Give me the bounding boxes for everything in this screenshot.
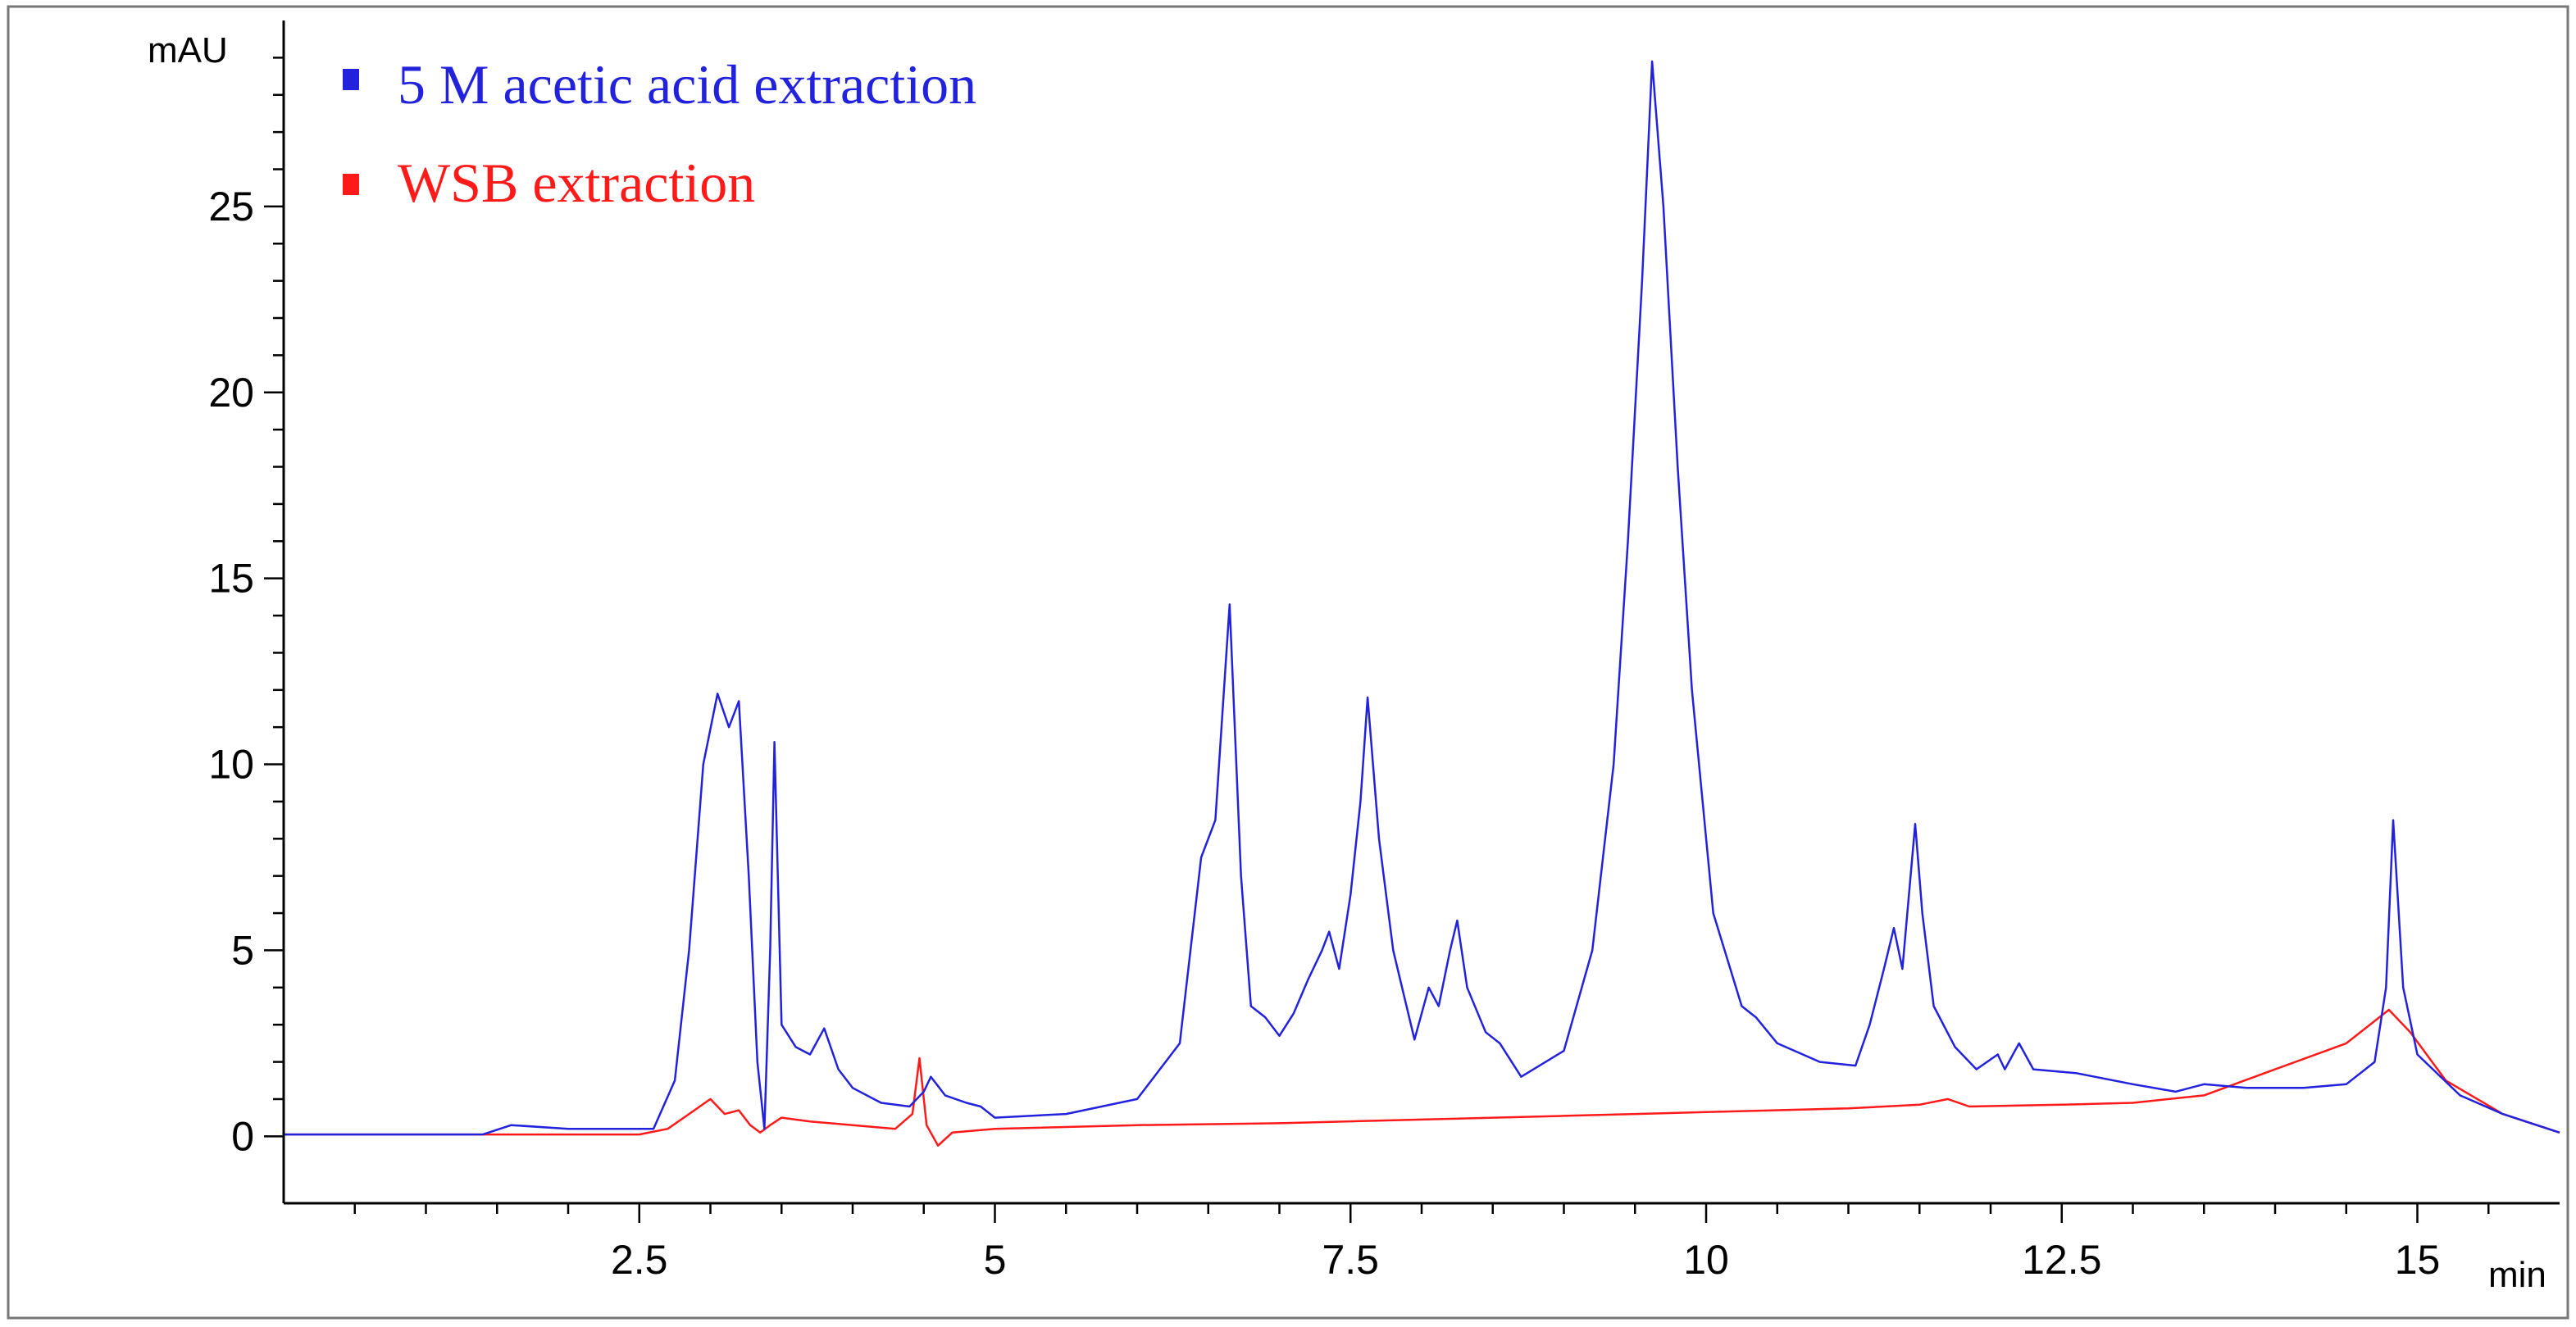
legend: 5 M acetic acid extraction WSB extractio… [343, 53, 976, 214]
series-line-acetic-acid [284, 60, 2560, 1136]
legend-label-wsb: WSB extraction [398, 152, 755, 214]
x-tick-label: 12.5 [2022, 1237, 2101, 1283]
x-axis-ticks: 2.5 5 7.5 10 12.5 15 [353, 1203, 2490, 1283]
plot-area [284, 60, 2560, 1147]
legend-swatch-acetic [343, 69, 359, 90]
y-tick-label: 15 [208, 556, 254, 602]
x-tick-label: 15 [2395, 1237, 2441, 1283]
legend-swatch-wsb [343, 174, 359, 195]
x-axis-unit-label: min [2488, 1255, 2546, 1295]
x-tick-label: 5 [984, 1237, 1007, 1283]
y-axis-ticks: 0 5 10 15 20 25 [208, 57, 284, 1159]
x-tick-label: 2.5 [611, 1237, 668, 1283]
y-tick-label: 5 [231, 927, 254, 973]
legend-label-acetic: 5 M acetic acid extraction [398, 53, 976, 116]
y-tick-label: 0 [231, 1113, 254, 1159]
series-line-wsb [284, 1008, 2560, 1147]
x-tick-label: 10 [1683, 1237, 1729, 1283]
y-tick-label: 25 [208, 184, 254, 229]
y-tick-label: 20 [208, 370, 254, 416]
x-tick-label: 7.5 [1322, 1237, 1379, 1283]
y-tick-label: 10 [208, 742, 254, 788]
y-axis-unit-label: mAU [148, 30, 228, 70]
outer-frame [7, 5, 2569, 1320]
